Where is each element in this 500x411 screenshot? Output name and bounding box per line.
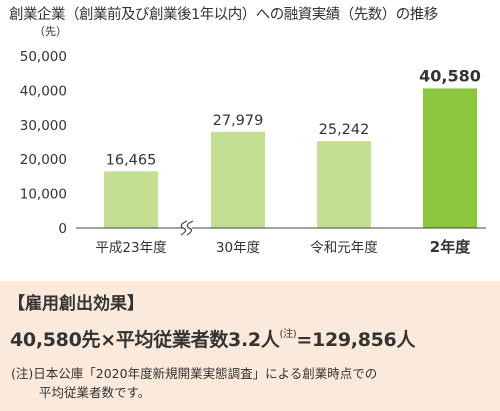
bar-value-label: 40,580 [419, 66, 481, 85]
bar [211, 131, 265, 228]
bar-chart: （先） 0 10,000 20,000 30,000 40,000 50,000 16,4… [20, 25, 486, 256]
effect-heading: 【雇用創出効果】 [8, 294, 144, 314]
bar-value-label: 16,465 [106, 152, 157, 168]
x-tick-label: 2年度 [430, 238, 471, 256]
y-tick-label: 0 [58, 221, 67, 237]
bar-value-label: 27,979 [213, 113, 264, 129]
effect-note: (注)日本公庫「2020年度新規開業実態調査」による創業時点での 平均従業者数で… [11, 364, 481, 402]
axis-break-mark [180, 220, 194, 236]
effect-formula: 40,580先×平均従業者数3.2人(注)=129,856人 [10, 325, 415, 352]
bar [104, 171, 158, 228]
y-tick-label: 10,000 [20, 187, 67, 203]
y-tick-label: 40,000 [20, 83, 67, 99]
bar [317, 141, 371, 228]
y-tick-label: 30,000 [20, 118, 67, 134]
formula-result: =129,856人 [296, 329, 416, 351]
employment-effect-box: 【雇用創出効果】 40,580先×平均従業者数3.2人(注)=129,856人 … [0, 281, 500, 411]
x-tick-label: 30年度 [216, 240, 260, 256]
bar [423, 88, 477, 228]
bar-value-label: 25,242 [319, 122, 370, 138]
note-line-1: (注)日本公庫「2020年度新規開業実態調査」による創業時点での [11, 366, 378, 381]
chart-title: 創業企業（創業前及び創業後1年以内）への融資実績（先数）の推移 [9, 7, 438, 23]
y-axis-unit-label: （先） [34, 25, 67, 38]
formula-note-mark: (注) [279, 329, 297, 340]
x-tick-label: 令和元年度 [310, 240, 378, 256]
y-tick-label: 50,000 [20, 49, 67, 65]
formula-main: 40,580先×平均従業者数3.2人 [10, 329, 280, 351]
note-line-2: 平均従業者数です。 [39, 385, 151, 400]
y-tick-label: 20,000 [20, 152, 67, 168]
x-tick-label: 平成23年度 [95, 240, 166, 256]
